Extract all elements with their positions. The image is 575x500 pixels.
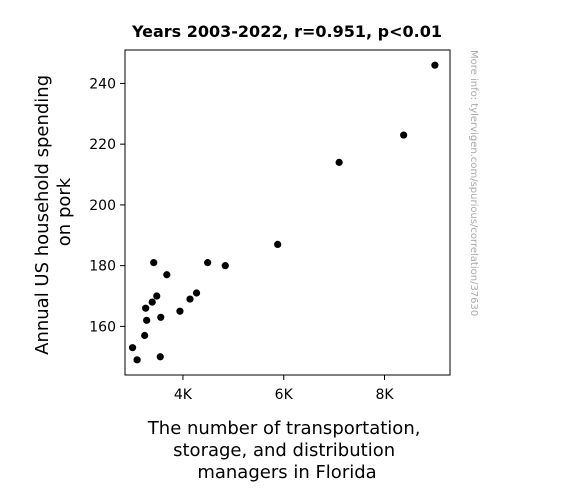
x-tick-label: 8K [375,387,394,403]
data-point [157,313,165,321]
data-point [128,344,137,352]
data-point [192,289,201,297]
y-tick-label: 220 [89,137,116,153]
data-point [150,259,158,267]
data-point [133,356,141,364]
x-tick-label: 4K [174,387,193,403]
watermark-text: More info: tylervigen.com/spurious/corre… [468,50,479,316]
y-axis: 160 180 200 220 240 [89,76,125,335]
data-point [176,307,184,315]
data-point [431,61,439,69]
data-point [143,316,151,324]
x-axis-label: The number of transportation, storage, a… [147,418,426,483]
data-point [274,240,282,248]
data-point [335,158,343,166]
y-tick-label: 160 [89,319,116,335]
data-point [204,259,212,267]
data-point [148,298,156,306]
data-point [221,262,229,270]
data-point [156,353,164,361]
y-tick-label: 200 [89,198,116,214]
data-points [128,61,439,364]
data-point [400,131,408,139]
data-point [186,295,194,303]
plot-area-frame [124,49,451,376]
y-axis-label-line-1: Annual US household spending [32,75,53,355]
x-axis-label-line-1: The number of transportation, [147,418,421,439]
data-point [142,304,150,312]
x-axis-label-line-3: managers in Florida [197,462,376,483]
data-point [163,271,171,279]
data-point [141,331,149,340]
y-axis-label-line-2: on pork [54,177,75,246]
chart-title: Years 2003-2022, r=0.951, p<0.01 [131,22,442,41]
data-point [153,292,161,300]
x-tick-label: 6K [275,387,294,403]
x-axis: 4K 6K 8K [174,375,394,403]
y-tick-label: 240 [89,76,116,92]
x-axis-label-line-2: storage, and distribution [173,440,395,461]
y-axis-label: Annual US household spending on pork [32,69,75,355]
y-tick-label: 180 [89,259,116,275]
